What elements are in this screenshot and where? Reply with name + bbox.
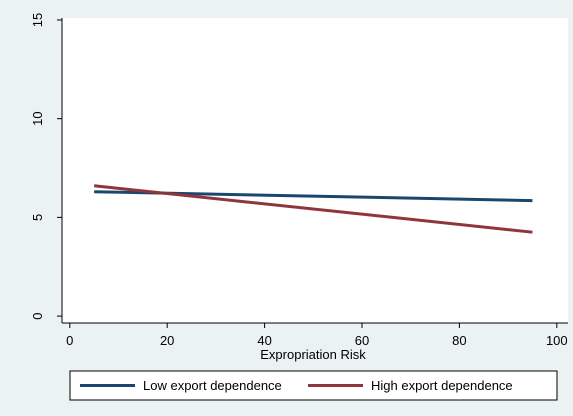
y-tick-label: 10 — [30, 111, 45, 125]
y-tick-label: 15 — [30, 13, 45, 27]
y-tick-label: 0 — [30, 312, 45, 319]
x-tick-label: 0 — [66, 333, 73, 348]
x-tick-label: 20 — [160, 333, 174, 348]
legend-label: Low export dependence — [143, 378, 282, 393]
x-tick-label: 60 — [355, 333, 369, 348]
y-tick-label: 5 — [30, 214, 45, 221]
x-tick-label: 40 — [257, 333, 271, 348]
x-tick-label: 100 — [546, 333, 568, 348]
x-axis-label: Expropriation Risk — [260, 347, 366, 362]
x-tick-label: 80 — [452, 333, 466, 348]
line-series — [93, 184, 533, 234]
plot-area — [62, 18, 568, 323]
legend-label: High export dependence — [371, 378, 513, 393]
